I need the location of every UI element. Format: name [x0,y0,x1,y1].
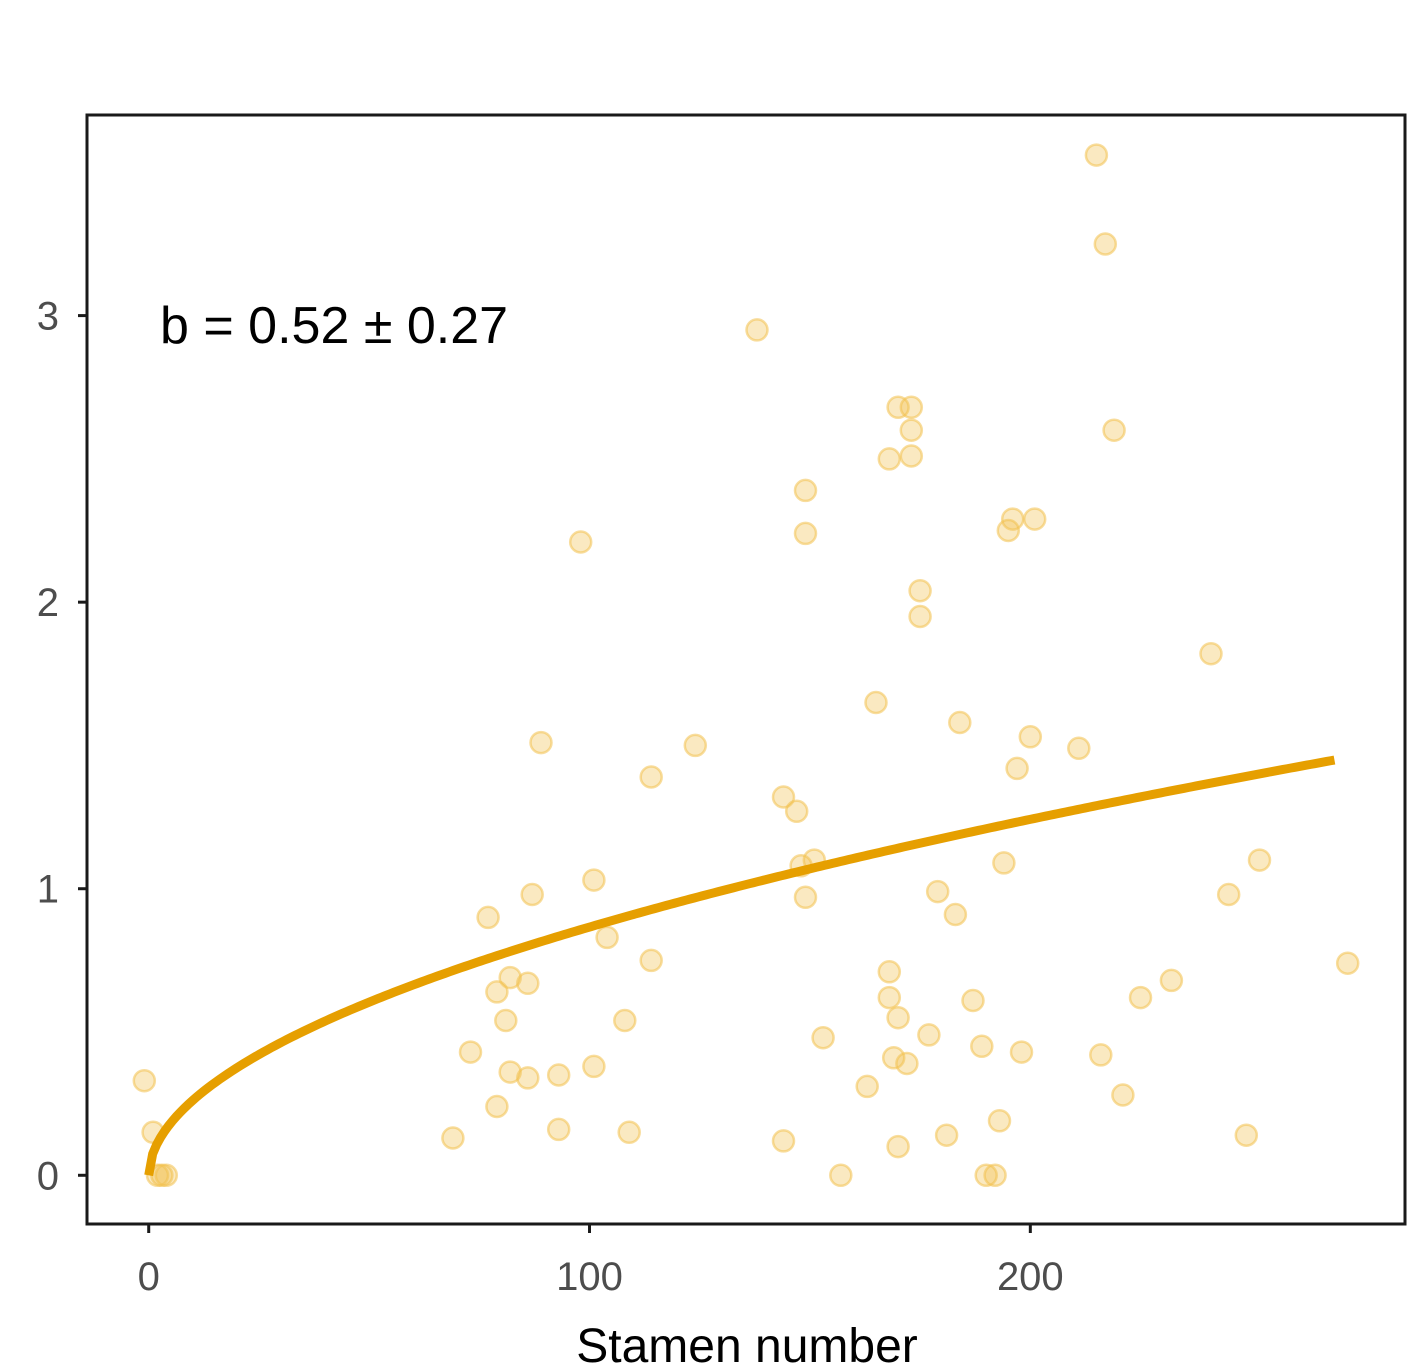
data-point [441,1126,465,1150]
data-point [1102,418,1126,442]
data-point [877,960,902,984]
data-point [1005,756,1029,781]
data-point [1335,951,1360,975]
data-point [784,799,809,824]
data-point [855,1074,879,1099]
data-point [1128,985,1153,1010]
data-point [1067,736,1091,761]
plot-panel-border [85,113,1407,1226]
data-point [639,765,663,789]
data-point [1216,882,1241,907]
exponent-annotation: b = 0.52 ± 0.27 [160,297,508,355]
data-point [908,578,932,603]
data-point [793,521,818,546]
data-point [516,1066,540,1090]
data-point [987,1109,1012,1133]
data-point [595,925,619,950]
data-point [908,604,932,629]
data-point [974,1163,998,1188]
data-point [961,988,985,1013]
data-point [494,1008,518,1033]
data-point [529,730,553,755]
data-point [864,690,888,715]
data-point [546,1063,571,1087]
data-point [895,1051,919,1076]
data-point [948,710,972,735]
data-point [617,1120,641,1145]
data-point [899,444,924,468]
data-point [639,948,663,973]
data-point [683,733,708,758]
data-point [745,318,769,342]
data-point [476,905,500,930]
data-point [992,851,1016,875]
data-point [520,882,544,907]
data-point [485,980,509,1004]
data-point [771,785,796,809]
data-point [925,879,950,904]
data-point [917,1023,941,1047]
data-point [881,1046,906,1070]
data-point [899,395,924,420]
data-point [793,478,818,503]
x-axis: 0 100 200 [138,1224,1064,1299]
data-point [970,1034,994,1059]
data-point [1022,507,1047,531]
x-tick-label: 200 [997,1255,1064,1299]
x-tick-label: 0 [138,1255,160,1299]
y-tick-label: 0 [37,1154,59,1198]
fit-curve [144,755,1336,1177]
data-point [1089,1043,1113,1067]
data-point [1247,848,1272,872]
data-point [877,985,902,1010]
data-point [1084,143,1109,167]
data-point [771,1129,796,1153]
y-tick-label: 1 [37,868,59,912]
data-point [1199,641,1223,666]
data-point [1093,232,1118,256]
data-point [546,1117,571,1142]
data-point [877,447,902,471]
data-point [1159,968,1184,993]
y-tick-label: 2 [37,581,59,625]
data-point [154,1163,179,1188]
data-point [613,1008,637,1033]
data-point [485,1094,509,1119]
data-point [793,885,818,910]
data-point [1000,507,1025,531]
x-tick-label: 100 [556,1255,623,1299]
data-point [516,971,540,996]
y-tick-label: 3 [37,295,59,339]
data-point [983,1163,1007,1188]
data-point [1018,725,1043,749]
data-point [582,868,606,892]
data-point [886,1005,910,1030]
data-point [811,1025,835,1050]
data-point [498,965,522,990]
data-point [1009,1040,1034,1064]
data-point [943,902,968,927]
data-point [899,418,924,442]
y-axis: 0 1 2 3 [37,295,87,1198]
data-point [132,1068,157,1093]
x-axis-title: Stamen number [576,1320,918,1369]
data-point [1234,1123,1259,1147]
data-point [582,1054,606,1079]
data-point [458,1040,483,1064]
data-points [132,143,1360,1188]
data-point [886,1134,910,1159]
data-point [1111,1083,1135,1107]
data-point [568,530,593,554]
data-point [498,1060,522,1084]
data-point [829,1163,853,1188]
data-point [934,1123,959,1147]
